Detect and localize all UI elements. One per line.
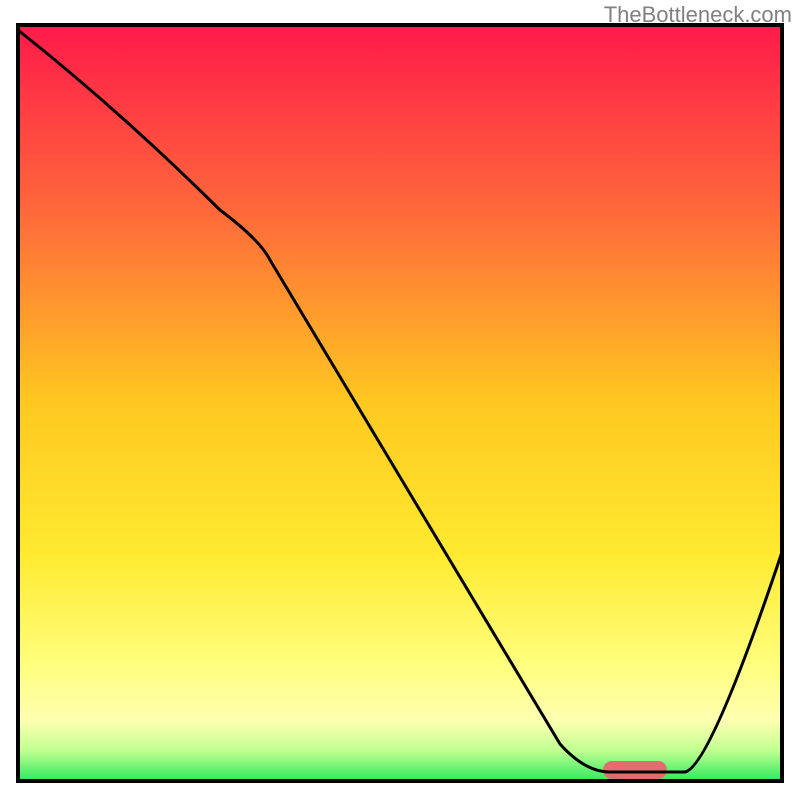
optimal-marker	[603, 761, 667, 779]
watermark-text: TheBottleneck.com	[604, 2, 792, 28]
bottleneck-chart	[0, 0, 800, 800]
chart-container: TheBottleneck.com	[0, 0, 800, 800]
gradient-background	[18, 25, 782, 781]
